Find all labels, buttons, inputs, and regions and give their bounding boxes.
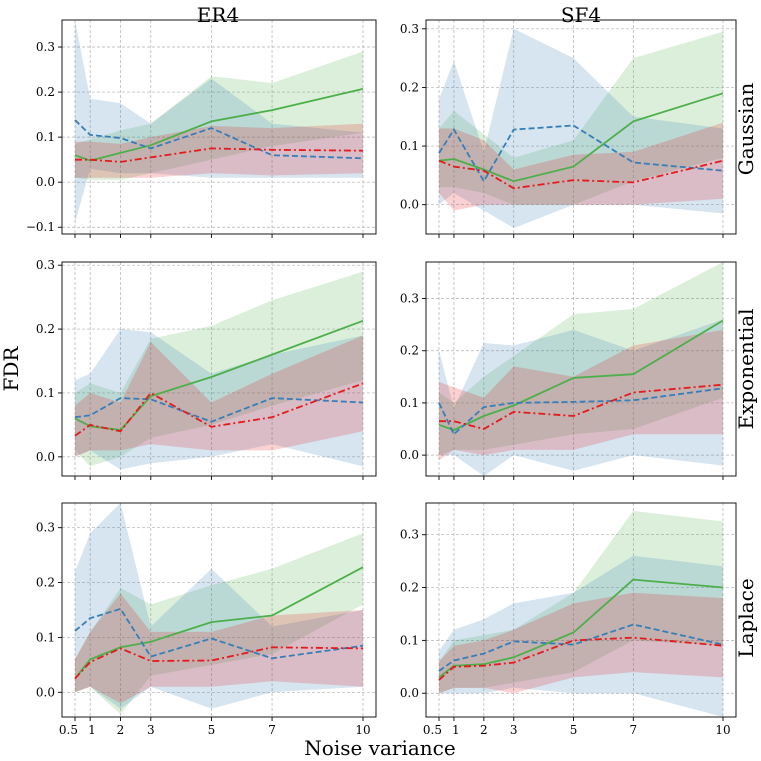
x-tick-label: 1 xyxy=(88,723,96,737)
panel-content xyxy=(74,20,364,223)
y-tick-label: 0.3 xyxy=(36,40,55,54)
y-tick-label: 0.2 xyxy=(36,576,55,590)
panel-content xyxy=(74,271,364,470)
y-tick-label: 0.1 xyxy=(36,630,55,644)
y-tick-label: 0.1 xyxy=(400,396,419,410)
panel-1: 0.0 0.1 0.2 0.3 xyxy=(400,19,737,238)
x-tick-label: 10 xyxy=(715,723,730,737)
panel-frame xyxy=(61,261,377,477)
line-green xyxy=(438,578,724,679)
band-red xyxy=(75,123,363,178)
x-tick-label: 3 xyxy=(147,723,155,737)
y-tick-label: 0.2 xyxy=(400,344,419,358)
line-blue xyxy=(74,397,364,423)
line-blue xyxy=(438,623,724,672)
band-blue xyxy=(439,319,723,476)
panel-content xyxy=(74,503,364,715)
band-green xyxy=(75,271,363,467)
y-tick-label: 0.1 xyxy=(36,386,55,400)
panel-frame xyxy=(425,261,737,477)
panel-frame xyxy=(61,19,377,235)
x-tick-label: 10 xyxy=(355,723,370,737)
y-tick-label: 0.3 xyxy=(400,528,419,542)
panel-content xyxy=(438,262,724,476)
line-red xyxy=(438,159,724,190)
line-red xyxy=(438,636,724,681)
x-tick-label: 3 xyxy=(510,723,518,737)
band-blue xyxy=(75,503,363,709)
row-title-gaussian: Gaussian xyxy=(734,83,758,176)
panel-4: 0.0 0.1 0.2 0.3 0.5 1 2 3 5 7 10 xyxy=(36,502,377,737)
column-title-er4: ER4 xyxy=(197,3,239,27)
y-tick-label: 0.0 xyxy=(400,448,419,462)
line-green xyxy=(438,92,724,183)
x-tick-label: 2 xyxy=(480,723,488,737)
y-tick-label: 0.1 xyxy=(400,139,419,153)
y-tick-label: 0.1 xyxy=(36,130,55,144)
x-tick-label: 5 xyxy=(570,723,578,737)
panel-content xyxy=(438,510,724,717)
x-tick-label: 7 xyxy=(268,723,276,737)
y-tick-label: 0.0 xyxy=(36,685,55,699)
band-red xyxy=(75,335,363,457)
y-tick-label: −0.1 xyxy=(26,220,55,234)
band-blue xyxy=(75,20,363,223)
y-tick-label: 0.2 xyxy=(36,322,55,336)
panel-0: −0.1 0.0 0.1 0.2 0.3 xyxy=(26,19,377,238)
x-tick-label: 2 xyxy=(117,723,125,737)
x-tick-label: 7 xyxy=(629,723,637,737)
y-tick-label: 0.3 xyxy=(400,292,419,306)
y-tick-label: 0.0 xyxy=(36,450,55,464)
y-tick-label: 0.0 xyxy=(400,686,419,700)
x-tick-label: 0.5 xyxy=(59,723,78,737)
x-tick-label: 0.5 xyxy=(423,723,442,737)
panel-5: 0.0 0.1 0.2 0.3 0.5 1 2 3 5 7 10 xyxy=(400,502,737,737)
y-tick-label: 0.3 xyxy=(400,22,419,36)
x-tick-label: 5 xyxy=(208,723,216,737)
column-title-sf4: SF4 xyxy=(561,3,601,27)
band-green xyxy=(439,510,723,694)
y-tick-label: 0.2 xyxy=(400,581,419,595)
y-tick-label: 0.3 xyxy=(36,258,55,272)
band-red xyxy=(75,593,363,704)
line-green xyxy=(438,319,724,432)
line-green xyxy=(74,319,364,431)
line-blue xyxy=(438,124,724,183)
panel-frame xyxy=(61,502,377,718)
y-tick-label: 0.0 xyxy=(36,175,55,189)
line-red xyxy=(75,147,364,163)
row-title-exponential: Exponential xyxy=(734,308,758,429)
panel-2: 0.0 0.1 0.2 0.3 xyxy=(36,258,377,480)
band-blue xyxy=(75,329,363,470)
band-green xyxy=(75,51,363,180)
y-tick-label: 0.0 xyxy=(400,198,419,212)
x-axis-label: Noise variance xyxy=(304,736,455,760)
panel-frame xyxy=(425,502,737,718)
line-green xyxy=(74,566,364,680)
y-tick-label: 0.2 xyxy=(36,85,55,99)
line-red xyxy=(74,382,364,437)
line-blue xyxy=(74,607,364,660)
panel-content xyxy=(438,28,724,229)
x-tick-label: 1 xyxy=(452,723,460,737)
y-tick-label: 0.2 xyxy=(400,80,419,94)
band-red xyxy=(439,122,723,211)
line-red xyxy=(439,383,724,430)
band-blue xyxy=(439,555,723,717)
panel-frame xyxy=(425,19,737,235)
panel-3: 0.0 0.1 0.2 0.3 xyxy=(400,261,737,480)
band-green xyxy=(75,533,363,715)
panels: −0.1 0.0 0.1 0.2 0.3 0.0 0.1 0.2 0.3 0.0 0.1 0.2 0.3… xyxy=(26,19,737,737)
row-title-laplace: Laplace xyxy=(734,578,758,657)
y-tick-label: 0.3 xyxy=(36,521,55,535)
line-blue xyxy=(74,119,364,160)
band-green xyxy=(439,31,723,205)
y-axis-label: FDR xyxy=(0,346,23,392)
line-red xyxy=(74,646,364,680)
y-tick-label: 0.1 xyxy=(400,633,419,647)
